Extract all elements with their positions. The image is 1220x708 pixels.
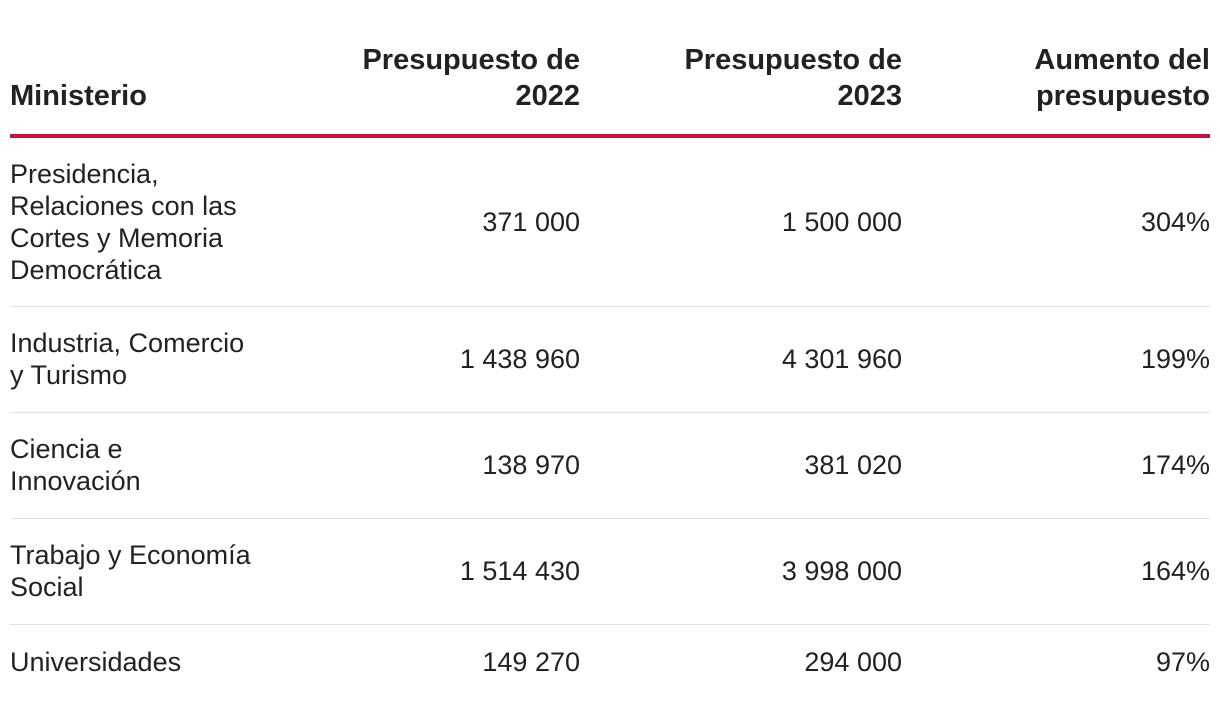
cell-aumento: 304% [902, 136, 1210, 307]
cell-aumento: 97% [1155, 647, 1210, 678]
cell-presupuesto-2023: 1 500 000 [580, 136, 902, 307]
table-row: Presidencia, Relaciones con las Cortes y… [10, 136, 1210, 307]
cell-presupuesto-2023: 381 020 [580, 412, 902, 519]
cell-aumento: 199% [902, 306, 1210, 413]
cell-presupuesto-2022: 149 270 [482, 647, 580, 678]
column-header-aumento: Aumento del presupuesto [902, 0, 1210, 138]
table-row: Ciencia e Innovación 138 970 381 020 174… [10, 412, 1210, 519]
cell-presupuesto-2023: 4 301 960 [580, 306, 902, 413]
column-header-presupuesto-2022: Presupuesto de 2022 [310, 0, 580, 138]
budget-table: Ministerio Presupuesto de 2022 Presupues… [10, 0, 1210, 700]
cell-presupuesto-2022: 1 438 960 [310, 306, 580, 413]
cell-presupuesto-2023: 294 000 [804, 647, 902, 678]
cell-ministerio: Presidencia, Relaciones con las Cortes y… [10, 136, 310, 307]
column-header-presupuesto-2023: Presupuesto de 2023 [580, 0, 902, 138]
cell-aumento: 164% [902, 518, 1210, 625]
table-body: Presidencia, Relaciones con las Cortes y… [10, 136, 1210, 700]
cell-presupuesto-2022: 1 514 430 [310, 518, 580, 625]
cell-ministerio: Universidades [10, 647, 182, 678]
column-header-ministerio: Ministerio [10, 0, 310, 138]
cell-ministerio: Industria, Comercio y Turismo [10, 306, 310, 413]
cell-ministerio: Trabajo y Economía Social [10, 518, 310, 625]
cell-presupuesto-2022: 138 970 [310, 412, 580, 519]
cell-ministerio: Ciencia e Innovación [10, 412, 310, 519]
cell-aumento: 174% [902, 412, 1210, 519]
table-row: Universidades 149 270 294 000 97% [10, 624, 1210, 700]
table-row: Trabajo y Economía Social 1 514 430 3 99… [10, 518, 1210, 625]
cell-presupuesto-2023: 3 998 000 [580, 518, 902, 625]
table-header: Ministerio Presupuesto de 2022 Presupues… [10, 0, 1210, 138]
header-row: Ministerio Presupuesto de 2022 Presupues… [10, 0, 1210, 138]
table-row: Industria, Comercio y Turismo 1 438 960 … [10, 306, 1210, 413]
cell-presupuesto-2022: 371 000 [310, 136, 580, 307]
budget-table-container: Ministerio Presupuesto de 2022 Presupues… [10, 0, 1210, 700]
